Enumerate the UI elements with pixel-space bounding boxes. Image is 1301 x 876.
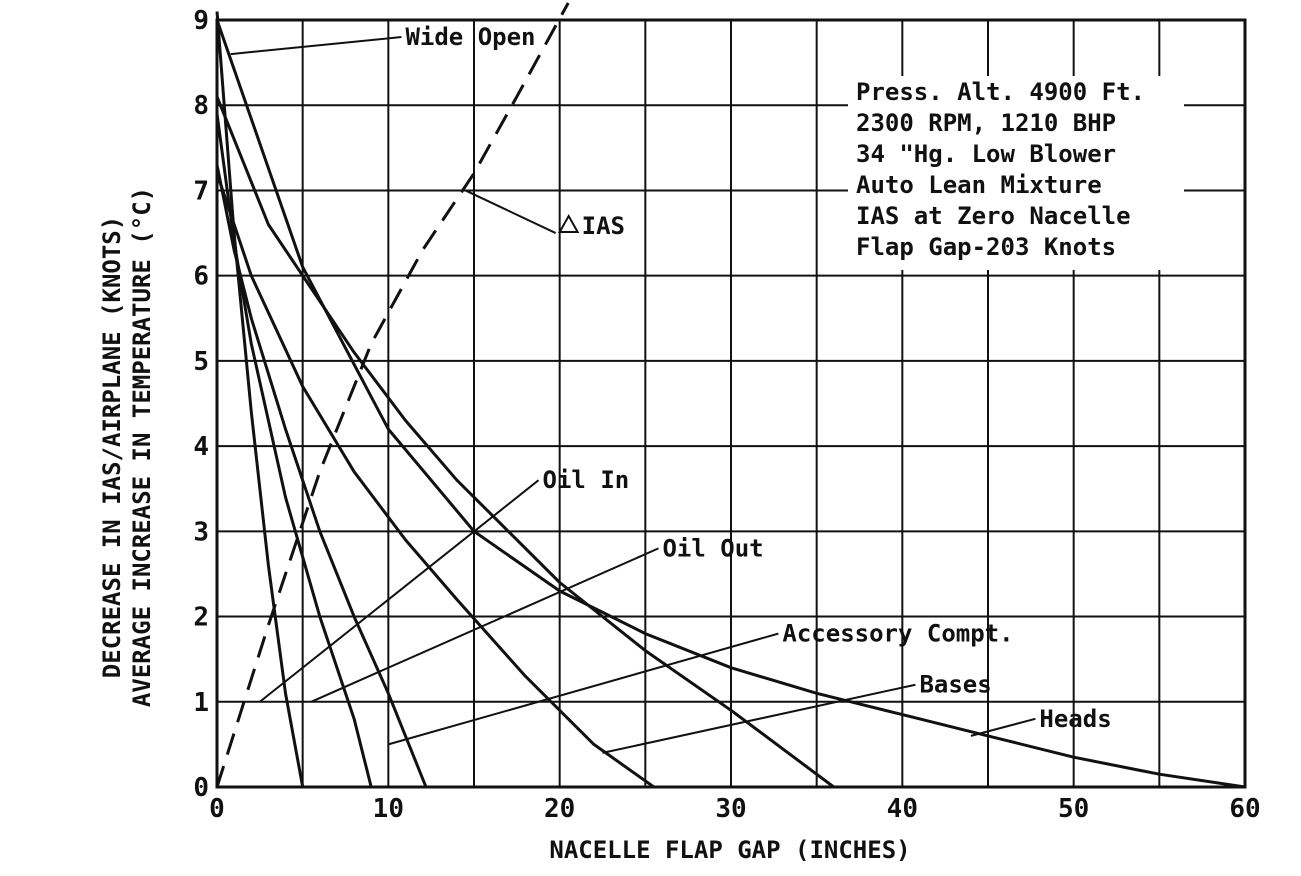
series-line-bases [215,96,835,789]
y-tick-label: 2 [193,603,209,633]
x-tick-label: 40 [887,794,918,824]
x-tick-label: 10 [373,794,404,824]
note-line: 2300 RPM, 1210 BHP [856,109,1116,137]
annotation-leader [602,683,916,754]
annotation-label: Wide Open [405,23,535,51]
series-layer [215,2,1246,789]
annotation-label: IAS [582,212,625,240]
y-tick-label: 0 [193,773,209,803]
annotations: Wide Open IAS Oil In Oil Out Accessory Compt… [230,23,1112,754]
y-tick-label: 1 [193,688,209,718]
y-axis-title-line1: DECREASE IN IAS/AIRPLANE (KNOTS) [98,216,126,678]
legend-note: Press. Alt. 4900 Ft. 2300 RPM, 1210 BHP 34… [848,76,1184,270]
annotation-leader [465,189,557,234]
annotation-leader [970,717,1036,737]
y-tick-label: 5 [193,347,209,377]
y-tick-label: 9 [193,6,209,36]
delta-icon [557,214,580,234]
x-tick-label: 0 [209,794,225,824]
annotation-leader [310,547,659,703]
annotation-label: Heads [1039,705,1111,733]
series-line-heads [215,19,1246,789]
x-tick-label: 30 [715,794,746,824]
x-tick-label: 50 [1058,794,1089,824]
y-tick-label: 3 [193,517,209,547]
series-line-accessory-compt [215,172,655,789]
annotation-label: Bases [919,671,991,699]
annotation-leader [388,632,779,746]
note-background [848,76,1184,270]
annotation-label: Accessory Compt. [782,620,1013,648]
grid [215,18,1247,789]
y-tick-label: 4 [193,432,209,462]
y-tick-label: 7 [193,176,209,206]
note-line: Press. Alt. 4900 Ft. [856,78,1145,106]
y-tick-label: 6 [193,262,209,292]
series-line-ias [215,2,570,788]
y-axis-title-line2: AVERAGE INCREASE IN TEMPERATURE (°C) [128,187,156,707]
note-line: 34 "Hg. Low Blower [856,140,1116,168]
y-tick-label: 8 [193,91,209,121]
note-line: IAS at Zero Nacelle [856,202,1131,230]
series-line-oil-out [215,164,428,788]
x-axis-title: NACELLE FLAP GAP (INCHES) [549,836,910,864]
x-tick-label: 60 [1229,794,1260,824]
series-line-wide-open [215,11,305,788]
annotation-leader [259,479,540,703]
tick-labels: 0 10 20 30 40 50 60 0 1 2 3 4 5 6 7 8 9 [193,6,1260,824]
series-line-oil-in [215,113,373,788]
note-line: Auto Lean Mixture [856,171,1102,199]
annotation-leader [230,36,402,56]
note-line: Flap Gap-203 Knots [856,233,1116,261]
annotation-label: Oil Out [662,534,763,562]
annotation-label: Oil In [543,466,630,494]
x-tick-label: 20 [544,794,575,824]
